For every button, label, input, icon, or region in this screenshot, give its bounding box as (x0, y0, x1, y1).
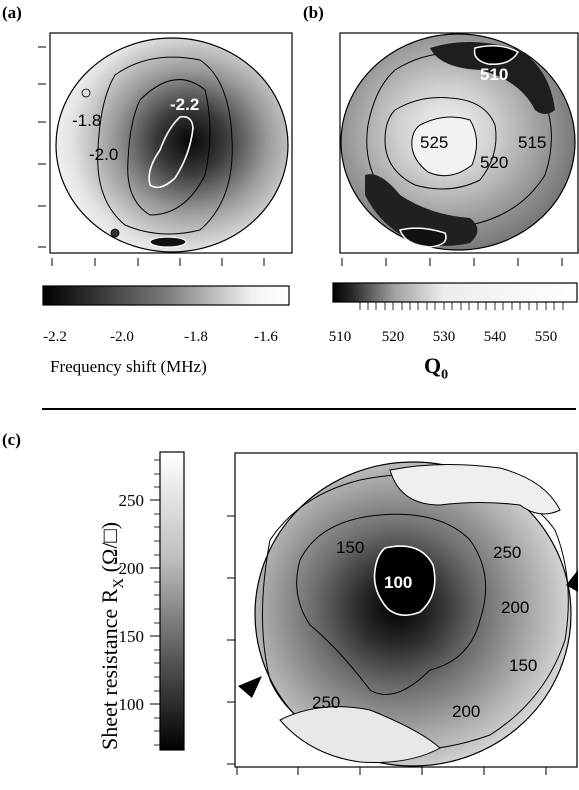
panel-c-contour-label: 250 (493, 543, 521, 562)
panel-b-contour-520 (384, 97, 497, 190)
panel-c-arrow-left (238, 676, 262, 698)
panel-a-tick: -2.2 (43, 329, 67, 345)
panel-b-dark-region (430, 41, 555, 114)
panel-b-tick: 510 (329, 329, 352, 345)
panel-a-colorbar-ticks: -2.2 -2.0 -1.8 -1.6 (43, 329, 278, 345)
panel-a-colorbar: -2.2 -2.0 -1.8 -1.6 (42, 285, 290, 345)
panel-b-axis-title: Q0 (424, 353, 449, 383)
panel-c-contour-150 (296, 513, 487, 695)
panel-b-contour-label: 515 (518, 133, 546, 152)
panel-c-colorbar-bar (159, 451, 185, 751)
panel-a-xticks (51, 258, 265, 266)
panel-c-bright-region (279, 706, 441, 763)
panel-b-contour-525 (411, 116, 477, 177)
panel-b-contour-510-low (399, 227, 447, 248)
panel-c-colorbar: 250 200 150 100 (119, 451, 185, 751)
panel-a-yticks (38, 46, 46, 248)
panel-b-colorbar-bar (332, 282, 578, 303)
panel-a-map: -1.8 -2.0 -2.2 (38, 32, 293, 266)
panel-b-dark-region (365, 174, 478, 246)
panel-a-contour-label: -1.8 (72, 111, 101, 130)
panel-b-colorbar-ticks: 510 520 530 540 550 (329, 329, 558, 345)
panel-c-contour-label: 200 (501, 598, 529, 617)
panel-c-arrow-right (566, 570, 578, 592)
panel-c-tick: 100 (119, 695, 145, 714)
panel-a-wafer (55, 37, 289, 253)
panel-b-tick: 520 (382, 329, 405, 345)
panel-a-contour-mid (127, 79, 211, 216)
panel-b-contour-label: 510 (480, 65, 508, 84)
panel-c-colorbar-ticks: 250 200 150 100 (119, 491, 145, 714)
panel-a-spot (81, 88, 91, 98)
panel-b-label: (b) (303, 3, 324, 22)
panel-c-tick: 200 (119, 559, 145, 578)
panel-a-tick: -2.0 (110, 329, 134, 345)
panel-a-colorbar-bar (42, 285, 290, 306)
panel-b-contour-label: 525 (420, 133, 448, 152)
panel-c-axis-title: Sheet resistance RX (Ω/□) (97, 522, 127, 750)
panel-a-spot (110, 228, 120, 238)
panel-a-axis-title: Frequency shift (MHz) (50, 357, 207, 376)
panel-a-label: (a) (2, 3, 22, 22)
panel-a-flat-spot (149, 236, 187, 248)
panel-c-contour-100 (373, 545, 436, 616)
panel-c-contour-label: 150 (509, 656, 537, 675)
panel-c-colorbar-minor-ticks (154, 459, 160, 746)
panel-c-label: (c) (2, 430, 21, 449)
panel-b-colorbar: 510 520 530 540 550 (329, 282, 578, 345)
panel-c-tick: 250 (119, 491, 145, 510)
panel-c-contour-label: 150 (336, 538, 364, 557)
panel-b-colorbar-minor-ticks (359, 302, 564, 310)
panel-b-map: 510 525 520 515 (339, 32, 579, 266)
panel-a-tick: -1.8 (184, 329, 208, 345)
panel-c-contour-label: 200 (452, 702, 480, 721)
panel-c-bright-region (389, 463, 561, 515)
panel-a-contour-label: -2.0 (89, 145, 118, 164)
panel-c-yticks (227, 515, 235, 765)
panel-a-contour-inner (148, 115, 194, 189)
panel-c-contour-label: 100 (384, 573, 412, 592)
panel-b-xticks (341, 258, 563, 266)
panel-c-tick: 150 (119, 627, 145, 646)
panel-b-tick: 550 (535, 329, 558, 345)
panel-b-contour-label: 520 (480, 153, 508, 172)
panel-a-tick: -1.6 (254, 329, 278, 345)
panel-c-contour-label: 250 (312, 693, 340, 712)
panel-c-xticks (236, 767, 547, 775)
panel-divider (42, 408, 576, 410)
panel-b-tick: 540 (484, 329, 507, 345)
panel-a-contour-outer (97, 56, 233, 235)
panel-c-colorbar-major-ticks (150, 499, 160, 705)
panel-c-map: 150 100 250 200 150 250 200 (227, 452, 578, 775)
panel-a-contour-label: -2.2 (170, 95, 199, 114)
panel-b-contour-510-high (473, 45, 520, 65)
panel-b-tick: 530 (433, 329, 456, 345)
